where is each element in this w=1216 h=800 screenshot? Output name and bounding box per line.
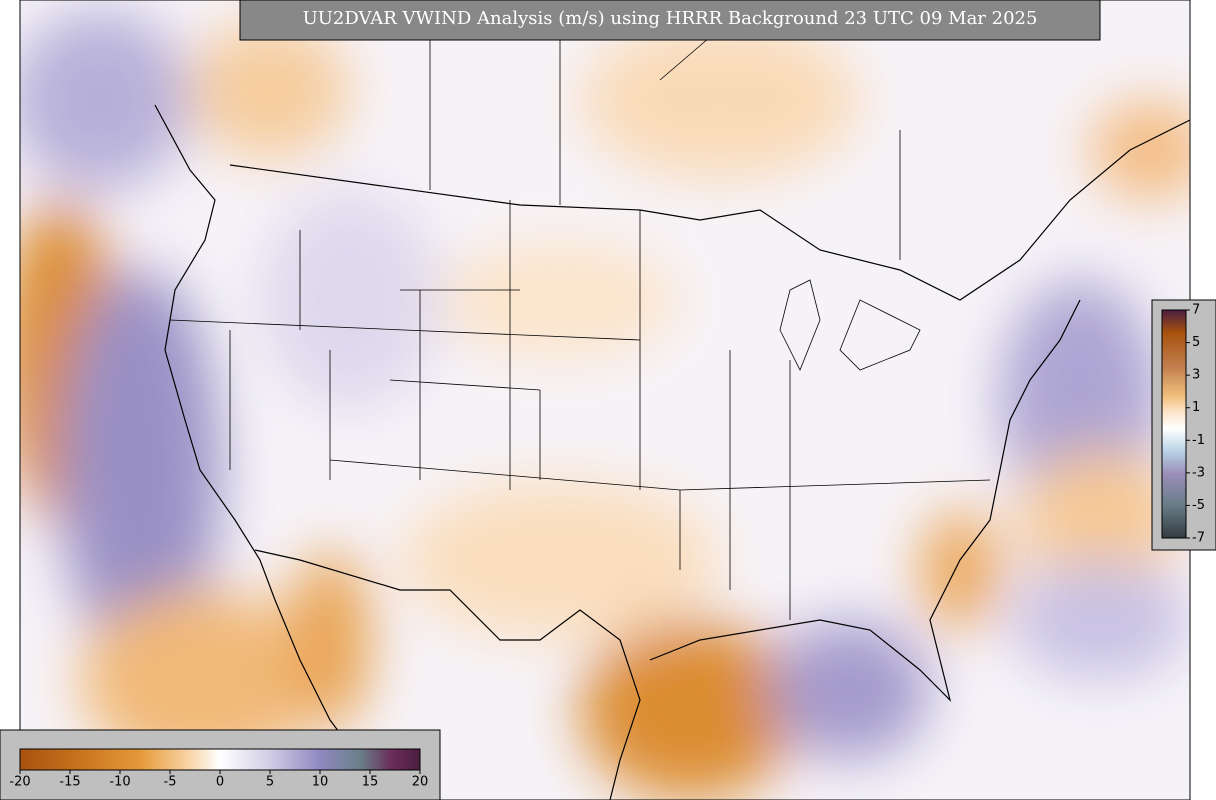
title-box: UU2DVAR VWIND Analysis (m/s) using HRRR … [239,0,1101,41]
tick-label: 20 [412,775,429,790]
tick-label: 5 [1192,335,1200,350]
tick-label: 5 [266,775,274,790]
tick-label: 1 [1192,400,1200,415]
tick-label: 15 [362,775,379,790]
tick-label: 7 [1192,303,1200,318]
tick-label: -3 [1192,465,1205,480]
title: UU2DVAR VWIND Analysis (m/s) using HRRR … [303,8,1038,29]
tick-label: -7 [1192,531,1205,546]
tick-label: -20 [9,775,30,790]
tick-label: -1 [1192,433,1205,448]
tick-label: 0 [216,775,224,790]
colorbar-right: 7 5 3 1 -1 -3 -5 -7 [1151,299,1216,551]
tick-label: 3 [1192,368,1200,383]
tick-label: -5 [1192,498,1205,513]
tick-label: -5 [164,775,177,790]
colorbar-bottom: -20 -15 -10 -5 0 5 10 15 20 [0,729,441,800]
tick-label: 10 [312,775,329,790]
tick-label: -15 [59,775,80,790]
tick-label: -10 [109,775,130,790]
